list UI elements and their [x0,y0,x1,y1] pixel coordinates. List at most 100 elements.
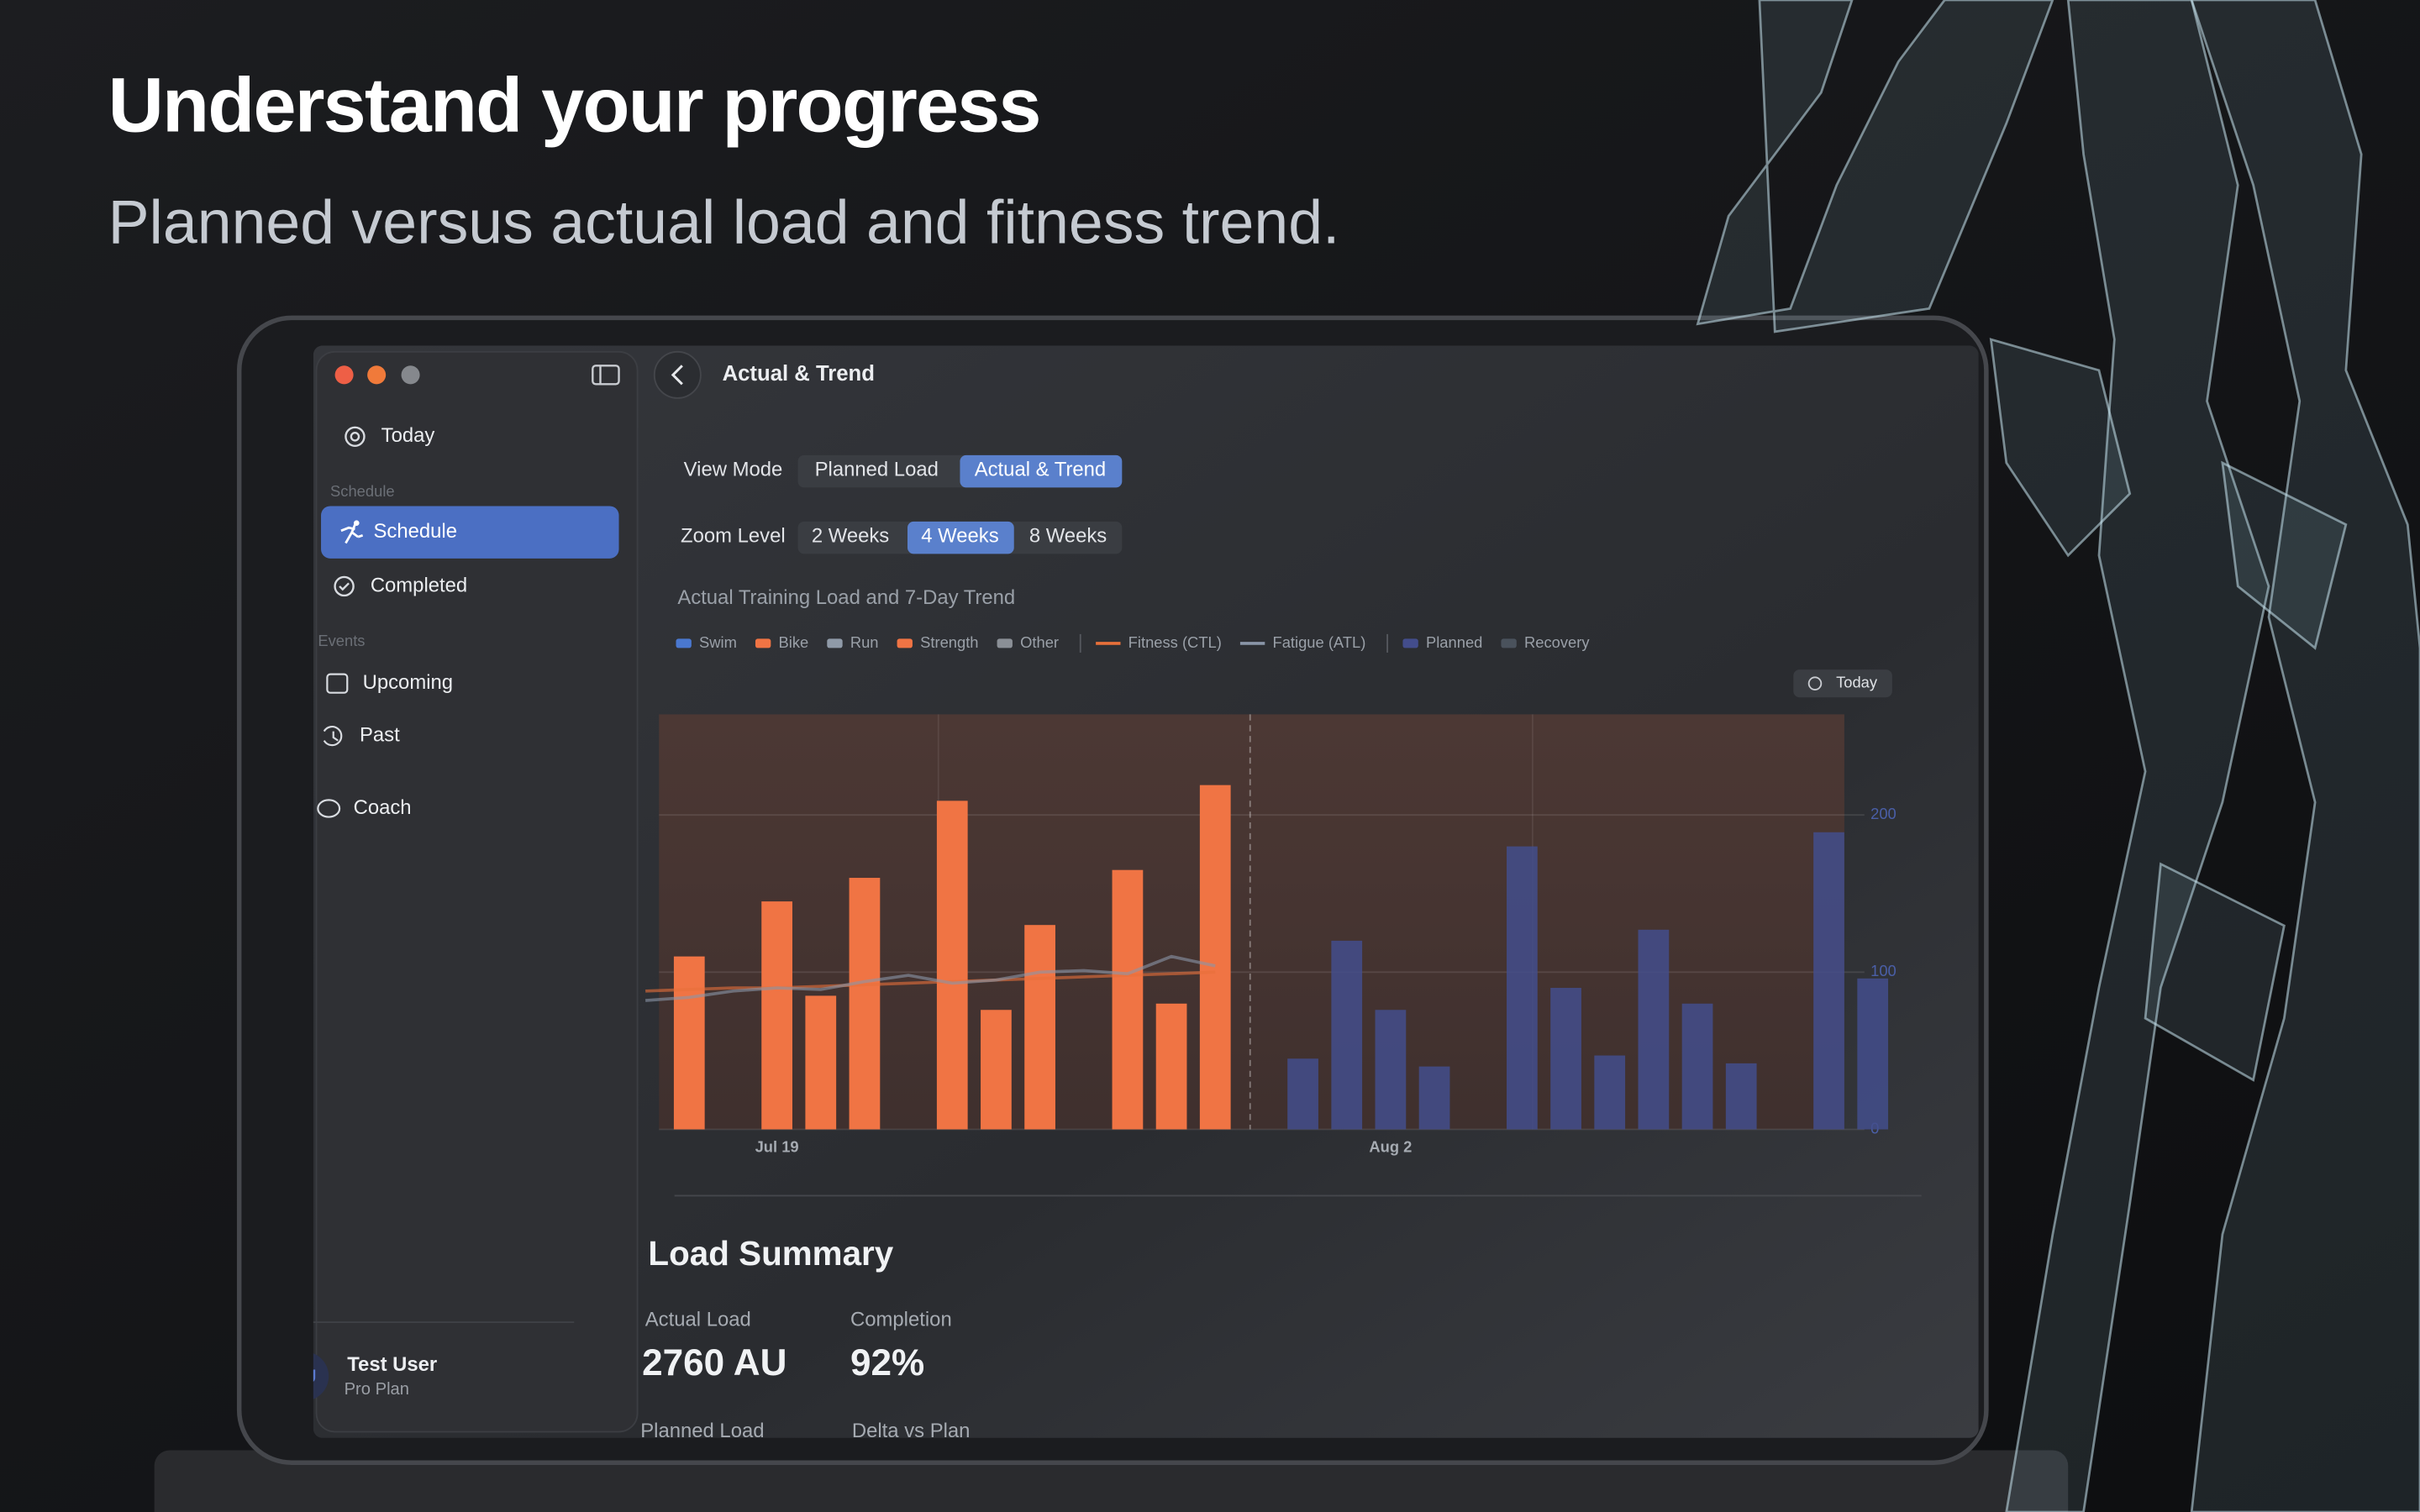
segment-option[interactable]: 8 Weeks [1029,524,1107,547]
schedule-icon-head [353,520,360,526]
today-icon-inner [350,432,360,442]
segment-selected[interactable] [908,521,1014,554]
today-button[interactable] [1793,669,1892,698]
legend-label: Fitness (CTL) [1128,633,1222,651]
laptop-base [154,1450,2069,1512]
legend-label: Planned [1426,633,1482,651]
figure-shard [2190,0,2420,1512]
legend-swatch [755,638,771,648]
user-plan: Pro Plan [345,1380,409,1399]
avatar [313,1351,329,1401]
bar [1507,846,1538,1130]
back-button[interactable] [653,350,702,399]
segment-option[interactable]: 2 Weeks [812,524,889,547]
bar [1550,988,1581,1130]
y-tick-label: 100 [1870,962,1897,979]
segment-option[interactable]: Planned Load [815,459,939,481]
x-tick-label: Aug 2 [1369,1137,1412,1155]
figure-shard [1696,0,2054,333]
window-zoom[interactable] [401,365,420,385]
schedule-icon [340,523,364,544]
legend-swatch [1402,638,1418,648]
bar [936,801,968,1130]
stat-value: 2760 AU [642,1342,786,1383]
today-button-label[interactable]: Today [1836,674,1878,691]
page-title: Actual & Trend [723,362,875,386]
legend: Swim Bike Run Strength Other Fitness (CTL) Fat… [676,633,1590,653]
headline-title: Understand your progress [108,63,1040,149]
summary-title: Load Summary [648,1234,893,1273]
bar [1725,1063,1757,1130]
segment-selected[interactable] [960,454,1123,488]
zoom-label: Zoom Level [681,524,786,547]
nav-item[interactable]: Schedule [373,520,456,543]
avatar-initials: TU [292,1366,316,1387]
section-label: Schedule [330,482,395,500]
legend-label: Fatigue (ATL) [1272,633,1365,651]
legend-label: Bike [779,633,809,651]
bar [1112,869,1144,1130]
glass-figure [1696,0,2420,1512]
legend-swatch [1501,638,1517,648]
screen: Today Schedule Schedule Completed Events… [292,345,1979,1442]
bar [849,878,881,1130]
stat-value: 92% [850,1342,924,1383]
nav-selected-bg[interactable] [321,506,619,559]
nav-coach[interactable]: Coach [354,796,412,819]
sidebar-toggle[interactable] [592,365,620,386]
window-close[interactable] [334,365,354,385]
trend-line [645,970,1216,993]
today-button-icon [1807,676,1823,690]
user-name: Test User [347,1353,437,1376]
today-icon [345,426,366,448]
completed-icon [334,575,355,597]
bar [1375,1010,1407,1130]
nav-item[interactable]: Upcoming [363,671,453,694]
stat-label: Actual Load [645,1309,751,1331]
coach-icon [317,799,341,818]
stat-label: Delta vs Plan [852,1420,971,1442]
bar [1681,1003,1713,1130]
bar [981,1010,1012,1130]
legend-swatch [676,638,692,648]
nav-item[interactable]: Completed [371,574,467,596]
bar [1024,925,1055,1130]
headline-subtitle: Planned versus actual load and fitness t… [108,186,1340,256]
back-icon [671,365,683,386]
legend-label: Other [1020,633,1059,651]
bar [1813,832,1844,1130]
nav-item[interactable]: Past [360,723,400,746]
figure-facets [1989,338,2348,1082]
y-tick-label: 200 [1870,805,1897,822]
trend-line [644,954,1216,1002]
legend-label: Run [850,633,879,651]
view-mode-label: View Mode [684,459,783,481]
figure-shard [2005,0,2270,1512]
legend-label: Swim [699,633,737,651]
bar [761,901,792,1130]
bar [1638,929,1670,1130]
section-label: Events [318,632,365,649]
bar [1594,1055,1626,1130]
legend-swatch [897,638,913,648]
completed-icon-check [339,582,350,591]
past-icon [323,726,343,747]
legend-label: Recovery [1524,633,1590,651]
segment-option[interactable]: Actual & Trend [975,459,1107,481]
chart-title: Actual Training Load and 7-Day Trend [677,586,1015,609]
window-minimize[interactable] [367,365,387,385]
legend-label: Strength [920,633,978,651]
bar [673,956,705,1130]
segment-option[interactable]: 4 Weeks [921,524,998,547]
legend-swatch [997,638,1013,648]
legend-swatch [827,638,843,648]
nav-today[interactable]: Today [381,424,435,447]
bar [1287,1058,1318,1130]
bar [1155,1003,1187,1130]
bar [1199,785,1231,1130]
sidebar [315,350,639,1433]
stat-label: Planned Load [640,1420,764,1442]
